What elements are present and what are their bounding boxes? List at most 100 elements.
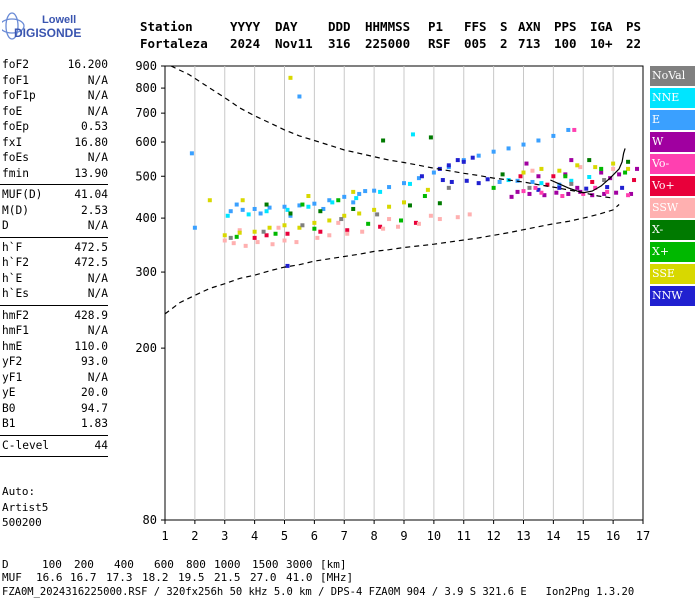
data-point-e (252, 206, 257, 211)
data-point-e (189, 151, 194, 156)
distance-value: 3000 (286, 558, 313, 571)
header-label: YYYY (230, 19, 261, 34)
x-tick-label: 15 (576, 529, 590, 543)
data-point-ssw (360, 229, 365, 234)
data-point-nnw (485, 177, 490, 182)
station-header: Station YYYY DAY DDD HHMMSS P1 FFS S AXN… (140, 18, 700, 52)
data-point-ssw (237, 228, 242, 233)
parameter-row: yF2 93.0 (0, 355, 112, 371)
parameter-row: MUF(D) 41.04 (0, 188, 112, 204)
header-label: PS (626, 19, 642, 34)
data-point-sse (357, 211, 362, 216)
data-point-w (554, 190, 559, 195)
data-point-sse (342, 213, 347, 218)
data-point-nnw (461, 159, 466, 164)
data-point-nne (407, 181, 412, 186)
data-point-vo- (590, 179, 595, 184)
data-point-ssw (327, 233, 332, 238)
parameter-name: C-level (2, 438, 50, 452)
parameter-row: hmE 110.0 (0, 340, 112, 356)
data-point-e (557, 182, 562, 187)
parameter-name: hmF1 (2, 324, 29, 337)
data-point-sse (521, 170, 526, 175)
data-point-vo- (560, 194, 565, 199)
data-point-sse (611, 161, 616, 166)
data-point-e (312, 201, 317, 206)
data-point-w (635, 166, 640, 171)
parameter-name: hmF2 (2, 308, 29, 322)
parameter-row: foEp 0.53 (0, 120, 112, 136)
data-point-x- (428, 135, 433, 140)
data-point-e (506, 146, 511, 151)
data-point-sse (539, 166, 544, 171)
data-point-vo- (605, 189, 610, 194)
parameter-name: MUF(D) (2, 188, 43, 201)
legend-entry-vo-: Vo- (650, 154, 695, 174)
parameter-value: 0.53 (81, 120, 108, 133)
data-point-noval (339, 217, 344, 222)
data-point-x- (381, 138, 386, 143)
data-point-ssw (231, 241, 236, 246)
legend-entry-nne: NNE (650, 88, 695, 108)
autoscaling-info: Auto: Artist5 500200 (2, 484, 48, 531)
muf-distance-table: D 100 200 400 600 800 1000 1500 3000 [km… (2, 558, 700, 584)
data-point-e (521, 142, 526, 147)
y-tick-label: 900 (135, 59, 157, 73)
data-point-nnw (419, 174, 424, 179)
auto-program: Artist5 (2, 500, 49, 514)
data-point-ssw (255, 240, 260, 245)
parameter-row: B0 94.7 (0, 402, 112, 418)
data-point-ssw (294, 240, 299, 245)
muf-value: 18.2 (142, 571, 169, 584)
parameter-row: hmF2 428.9 (0, 309, 112, 325)
parameter-value: 44 (94, 438, 108, 452)
header-label: IGA (590, 19, 613, 34)
data-point-w (617, 172, 622, 177)
data-point-w (566, 191, 571, 196)
parameter-row: C-level 44 (0, 439, 112, 455)
parameter-name: h`F2 (2, 256, 29, 269)
data-point-sse (402, 200, 406, 205)
parameter-row: foE N/A (0, 105, 112, 121)
data-point-nne (569, 178, 574, 183)
legend-entry-e: E (650, 110, 695, 130)
header-label: HHMMSS (365, 19, 411, 34)
parameter-group-separator (0, 434, 108, 436)
logo-product: DIGISONDE (14, 26, 81, 40)
data-point-x- (273, 231, 278, 236)
distance-value: 1000 (214, 558, 241, 571)
profile-curve-dashed-upper (170, 65, 614, 199)
y-tick-label: 400 (135, 211, 157, 225)
parameter-group-separator (0, 236, 108, 238)
header-value: 316 (328, 36, 351, 51)
data-point-vo- (285, 231, 290, 236)
data-point-sse (626, 166, 631, 171)
header-value: 225000 (365, 36, 411, 51)
parameter-value: 472.5 (74, 240, 108, 254)
parameter-name: foEs (2, 151, 29, 164)
parameter-row: h`E N/A (0, 272, 112, 288)
header-value: 713 (518, 36, 541, 51)
data-point-nnw (584, 186, 589, 191)
muf-label: MUF (2, 571, 22, 584)
data-point-e (372, 188, 377, 193)
data-point-x- (264, 202, 269, 207)
data-point-noval (527, 185, 532, 190)
parameter-value: 94.7 (81, 401, 108, 415)
parameter-value: 110.0 (74, 339, 108, 353)
data-point-vo- (521, 189, 526, 194)
data-point-x- (587, 158, 592, 163)
parameter-row: yE 20.0 (0, 386, 112, 402)
muf-value: 41.0 (286, 571, 313, 584)
parameter-name: yF1 (2, 370, 23, 384)
parameter-row: foF2 16.200 (0, 58, 112, 74)
distance-value: 100 (42, 558, 62, 571)
data-point-ssw (396, 224, 401, 229)
data-point-ssw (387, 217, 392, 222)
data-point-e (240, 207, 245, 212)
auto-version: 500200 (2, 516, 42, 529)
data-point-nnw (455, 158, 460, 163)
parameter-name: fxI (2, 135, 23, 149)
data-point-nnw (476, 181, 481, 186)
